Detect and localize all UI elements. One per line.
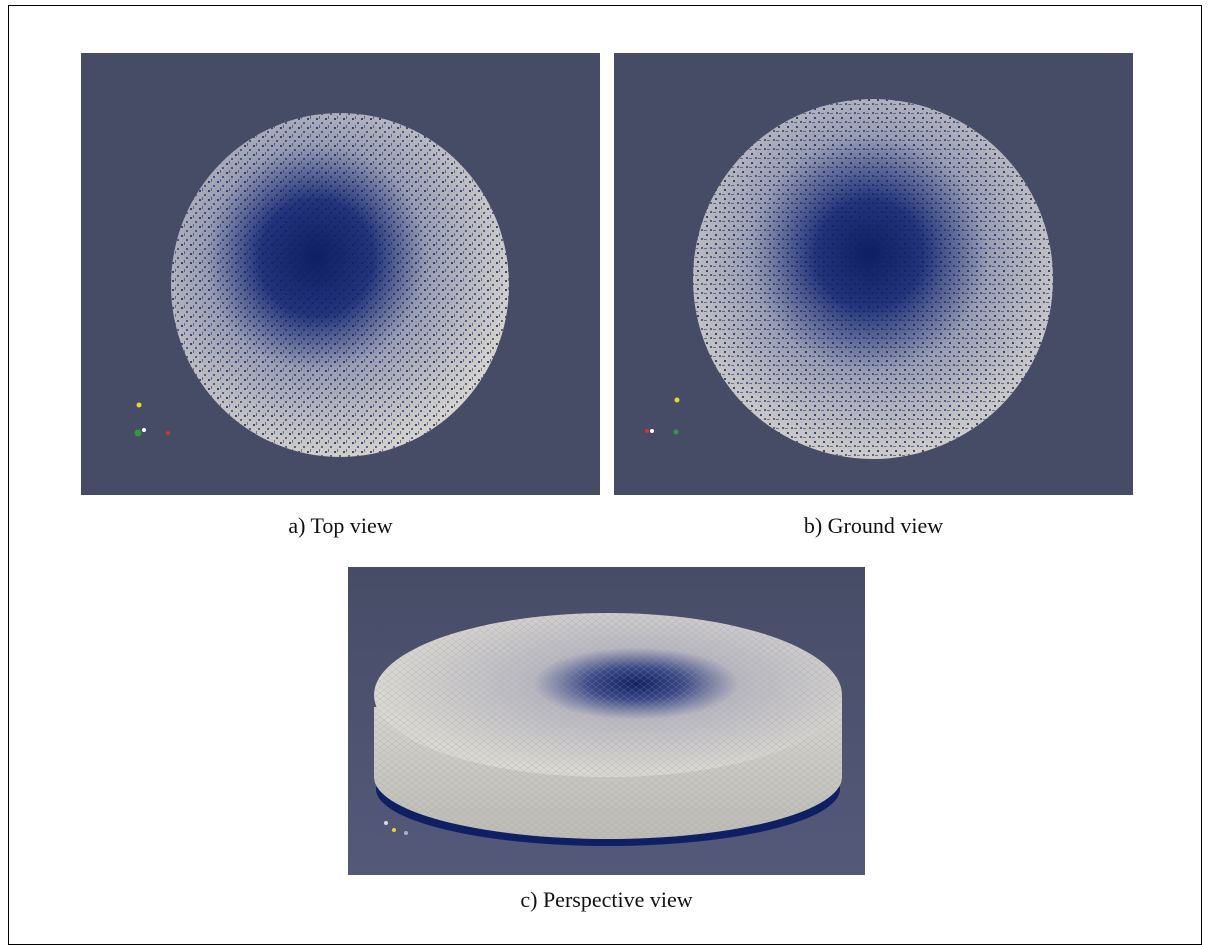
- orientation-axes-icon: [645, 397, 680, 435]
- orientation-axes-icon: [384, 821, 408, 835]
- perspective-view-panel: [348, 567, 865, 875]
- top-view-caption: a) Top view: [288, 513, 393, 538]
- perspective-view-caption: c) Perspective view: [520, 887, 693, 912]
- orientation-axes-icon: [134, 402, 170, 437]
- perspective-view-render: [348, 567, 865, 875]
- top-view-render: [81, 53, 600, 495]
- ground-view-caption: b) Ground view: [803, 513, 944, 538]
- ground-view-render: [614, 53, 1133, 495]
- top-view-panel: [81, 53, 600, 495]
- ground-view-panel: [614, 53, 1133, 495]
